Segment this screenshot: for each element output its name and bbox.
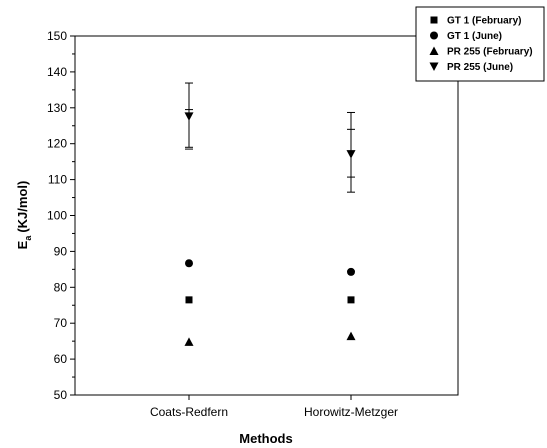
y-axis-title: Ea (KJ/mol) xyxy=(15,181,33,250)
y-tick-label: 120 xyxy=(47,137,67,151)
y-tick-label: 90 xyxy=(54,244,68,258)
legend-label: GT 1 (February) xyxy=(447,16,521,27)
legend-marker xyxy=(429,62,439,71)
point-pr-255-june xyxy=(184,112,194,121)
legend-label: PR 255 (February) xyxy=(447,47,533,58)
y-tick-label: 110 xyxy=(48,173,67,187)
y-tick-label: 130 xyxy=(47,101,67,115)
point-gt-1-june xyxy=(185,259,193,268)
point-pr-255-february xyxy=(184,337,194,346)
y-axis-title-subscript: a xyxy=(23,235,33,241)
legend-label: GT 1 (June) xyxy=(447,31,502,42)
y-axis-title-unit: (KJ/mol) xyxy=(15,181,30,233)
legend-marker xyxy=(430,16,438,24)
point-gt-1-february xyxy=(347,296,355,304)
svg-text:Ea(KJ/mol): Ea (KJ/mol) xyxy=(15,181,33,250)
point-pr-255-june xyxy=(346,150,356,159)
y-tick-label: 80 xyxy=(54,280,68,294)
legend-marker xyxy=(429,46,439,55)
x-tick-label: Coats-Redfern xyxy=(150,405,228,419)
y-tick-label: 100 xyxy=(47,209,67,223)
legend-label: PR 255 (June) xyxy=(447,62,513,73)
y-tick-label: 60 xyxy=(54,352,68,366)
y-axis: 50 60 70 80 90 100 110 120 130 140 150 xyxy=(47,29,75,402)
data-marks xyxy=(184,82,356,346)
y-tick-label: 140 xyxy=(47,65,67,79)
plot-frame xyxy=(74,35,459,396)
legend: GT 1 (February) GT 1 (June) PR 255 (Februa… xyxy=(415,6,545,82)
y-tick-label: 150 xyxy=(47,29,67,43)
x-axis-title: Methods xyxy=(239,431,292,446)
y-tick-label: 50 xyxy=(54,388,68,402)
point-gt-1-february xyxy=(185,296,193,304)
y-tick-label: 70 xyxy=(54,316,68,330)
x-axis: Coats-Redfern Horowitz-Metzger xyxy=(150,395,398,419)
point-pr-255-february xyxy=(346,331,356,341)
y-axis-title-main: E xyxy=(15,240,30,249)
legend-marker xyxy=(430,31,438,40)
point-gt-1-june xyxy=(347,267,355,276)
x-tick-label: Horowitz-Metzger xyxy=(304,405,398,419)
